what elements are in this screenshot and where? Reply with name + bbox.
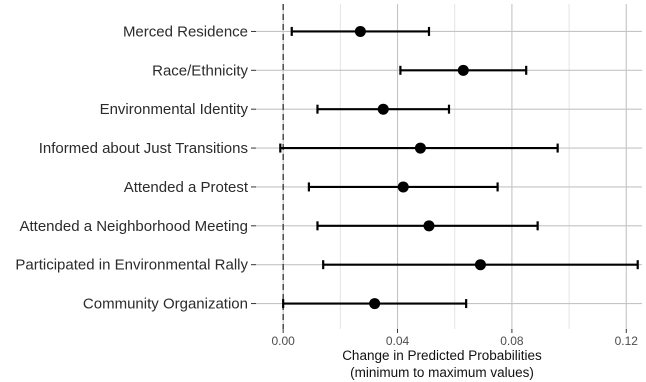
category-label: Race/Ethnicity [152, 62, 248, 79]
point-estimate [474, 259, 486, 271]
x-tick-label: 0.04 [386, 334, 410, 348]
x-axis-title-line2: (minimum to maximum values) [350, 365, 534, 380]
x-axis-title-line1: Change in Predicted Probabilities [342, 348, 542, 363]
grid-layer [256, 4, 642, 329]
category-label: Informed about Just Transitions [39, 140, 248, 157]
category-label: Merced Residence [123, 23, 248, 40]
category-label: Participated in Environmental Rally [15, 257, 248, 274]
category-label: Attended a Protest [124, 179, 249, 196]
category-labels: Merced Residence Race/Ethnicity Environmen… [15, 23, 256, 313]
category-label: Attended a Neighborhood Meeting [19, 218, 248, 235]
category-label: Environmental Identity [100, 101, 249, 118]
category-label: Community Organization [83, 296, 248, 313]
x-tick-label: 0.12 [615, 334, 639, 348]
point-estimate [397, 181, 409, 193]
point-estimate [423, 220, 435, 232]
marks-layer [279, 25, 639, 310]
x-tick-label: 0.08 [500, 334, 524, 348]
point-estimate [369, 298, 381, 310]
point-estimate [457, 64, 469, 76]
point-estimate [377, 103, 389, 115]
x-tick-labels: 0.00 0.04 0.08 0.12 [271, 329, 638, 348]
point-estimate [354, 25, 366, 37]
x-tick-label: 0.00 [271, 334, 295, 348]
point-estimate [414, 142, 426, 154]
